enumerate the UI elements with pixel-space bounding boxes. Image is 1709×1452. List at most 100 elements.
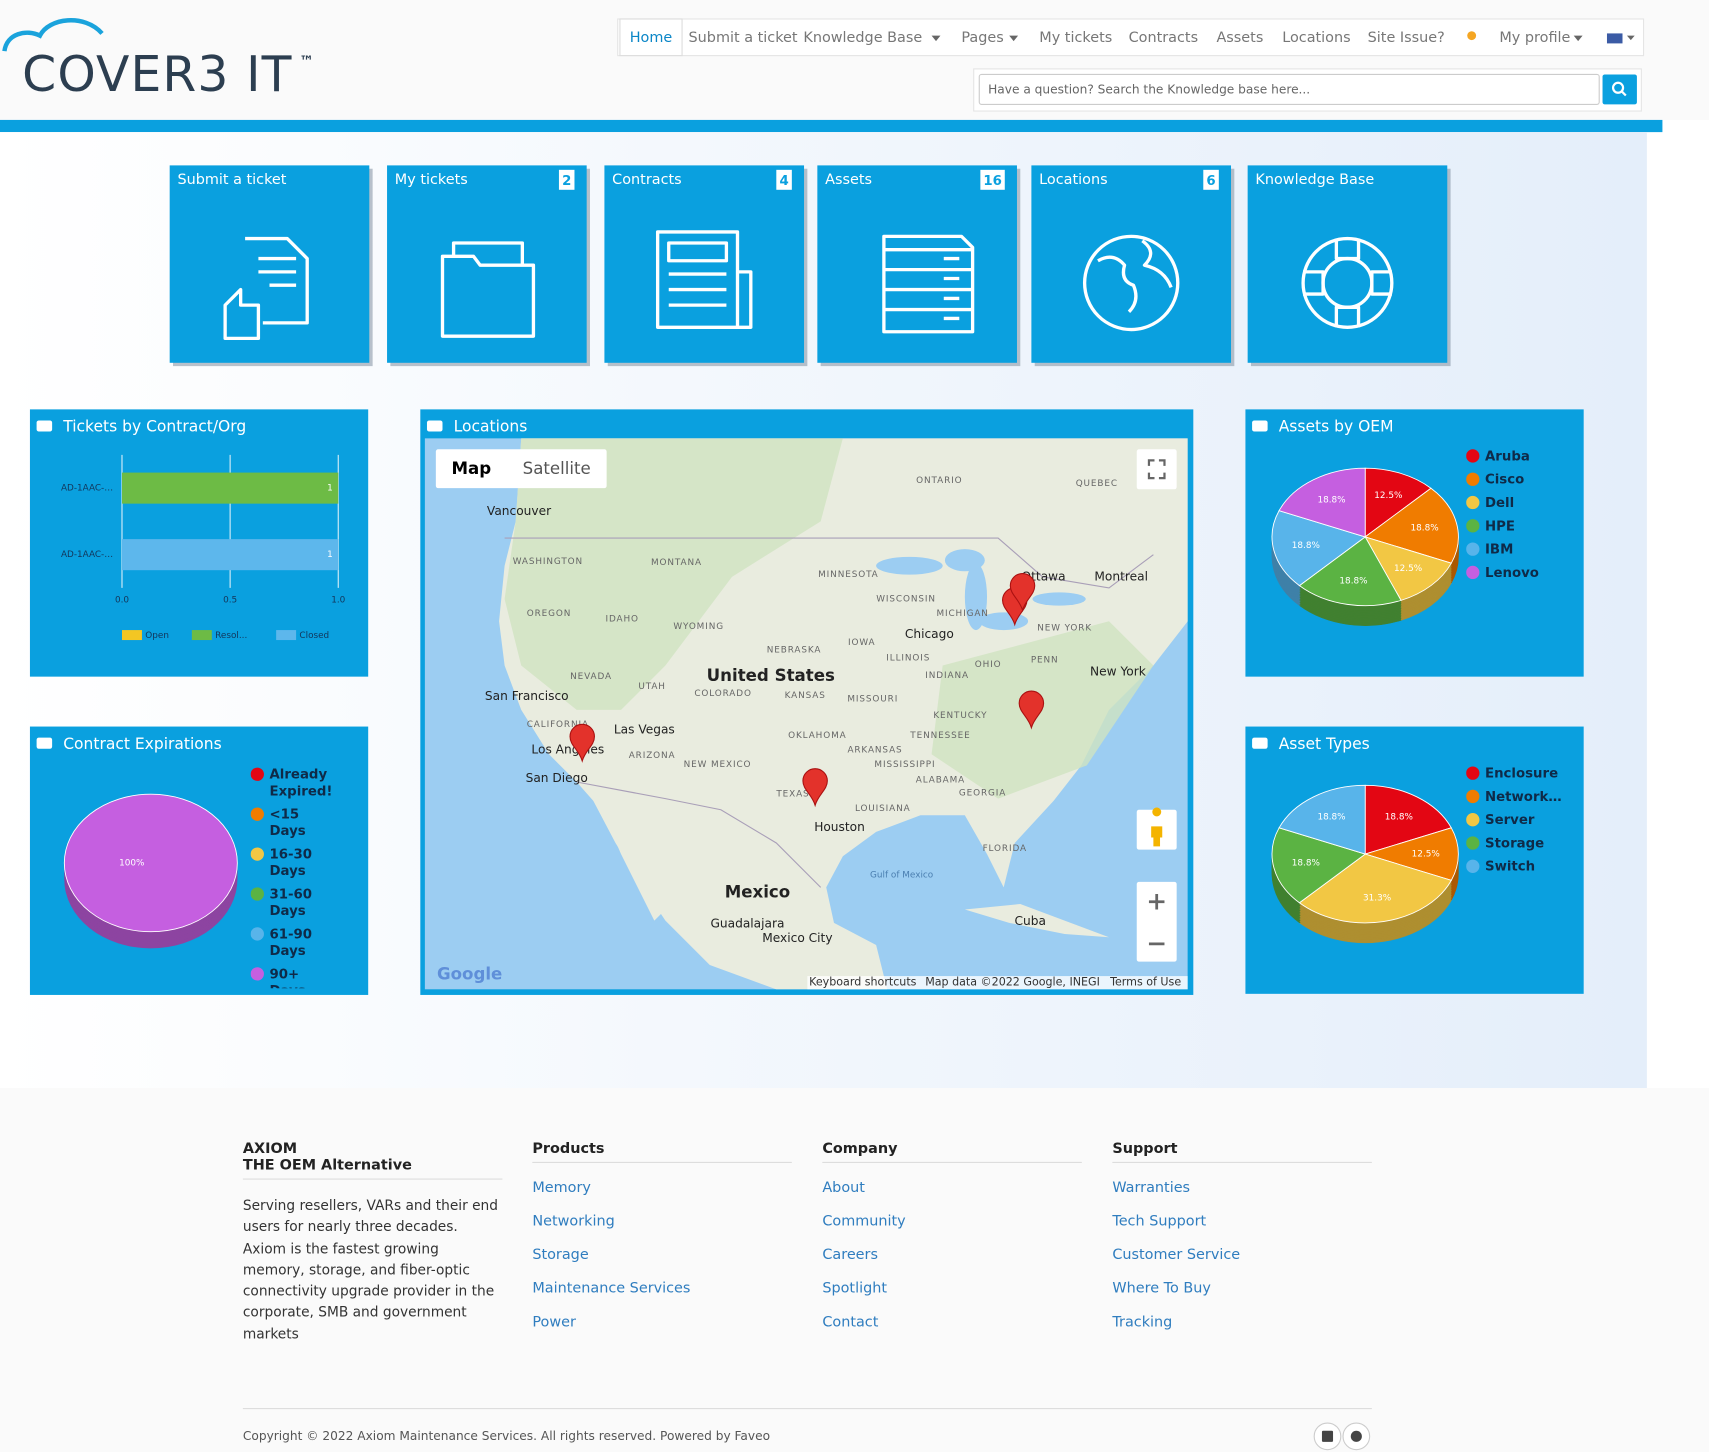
slice [1298, 536, 1402, 607]
fullscreen-button[interactable] [1136, 449, 1177, 490]
tile[interactable]: Contracts 4 [604, 165, 808, 367]
nav-active [619, 18, 683, 57]
map-pin[interactable] [1009, 572, 1036, 613]
tile[interactable]: Submit a ticket [169, 165, 373, 367]
footer-link[interactable]: Contact [822, 1314, 878, 1330]
footer-link[interactable]: Networking [532, 1214, 614, 1230]
legend-dot [1466, 449, 1480, 463]
map-label: OHIO [975, 660, 1002, 670]
data-label: 18.8% [1385, 812, 1413, 822]
bar [121, 539, 339, 571]
map-label: TENNESSEE [909, 731, 970, 741]
map-label: KANSAS [785, 691, 826, 701]
search-button[interactable] [1602, 74, 1637, 105]
footer-link[interactable]: Memory [532, 1180, 591, 1196]
map-pin[interactable] [569, 723, 595, 763]
footer-link[interactable]: Spotlight [822, 1281, 887, 1297]
footer-link[interactable]: Community [822, 1214, 906, 1230]
map-label: QUEBEC [1076, 479, 1118, 489]
map-label: ILLINOIS [886, 653, 930, 663]
tile-icon [1097, 239, 1173, 313]
map-label: IDAHO [605, 614, 638, 624]
legend-item: Network… [1466, 789, 1577, 806]
tile-icon [1301, 236, 1394, 329]
map-label: Las Vegas [614, 722, 675, 736]
map-pin[interactable] [802, 768, 828, 808]
bulb-icon[interactable] [1467, 31, 1477, 41]
attribution: Map data ©2022 Google, INEGI [925, 976, 1100, 989]
footer-brand-title: AXIOM [243, 1141, 297, 1157]
footer-link[interactable]: Maintenance Services [532, 1281, 690, 1297]
legend-dot [250, 887, 264, 901]
zoom-in[interactable] [1148, 894, 1165, 910]
tile-badge [980, 169, 1005, 190]
lake [964, 563, 988, 631]
nav-link[interactable]: Locations [1282, 30, 1350, 46]
tile-label: Submit a ticket [177, 172, 286, 188]
nav-link[interactable]: Knowledge Base [803, 30, 922, 46]
map-label: MONTANA [651, 558, 702, 568]
footer-link[interactable]: Careers [822, 1247, 878, 1263]
footer-link[interactable]: Tech Support [1111, 1214, 1206, 1230]
tile[interactable]: Knowledge Base [1247, 165, 1451, 367]
data-label: 31.3% [1363, 893, 1391, 903]
tile[interactable]: Locations 6 [1031, 165, 1235, 367]
panel-title: Contract Expirations [63, 735, 222, 753]
nav-link[interactable]: Site Issue? [1368, 30, 1445, 46]
map-label: ARIZONA [629, 751, 676, 761]
pegman [1151, 807, 1163, 847]
legend-label: Storage [1484, 835, 1545, 851]
nav-link[interactable]: My tickets [1039, 30, 1112, 46]
nav-link[interactable]: Assets [1216, 30, 1263, 46]
footer-link[interactable]: Storage [532, 1247, 589, 1263]
legend-dot [250, 967, 264, 981]
tile-badge [1203, 169, 1219, 190]
tile[interactable]: Assets 16 [817, 165, 1021, 367]
map-button[interactable]: Satellite [523, 459, 591, 478]
map-label: PENN [1031, 656, 1059, 666]
map-label: KENTUCKY [933, 711, 987, 721]
data-label: 12.5% [1394, 564, 1422, 574]
footer-link[interactable]: Power [532, 1314, 576, 1330]
legend-label: <15 Days [269, 806, 306, 839]
slice [1364, 784, 1452, 855]
footer-link[interactable]: Warranties [1112, 1180, 1190, 1196]
nav-link[interactable]: My profile [1499, 30, 1570, 46]
map-label: ONTARIO [916, 476, 962, 486]
map-type-control [435, 449, 607, 489]
legend-item: Switch [1466, 859, 1577, 876]
lake [1032, 592, 1086, 606]
legend-dot [250, 807, 264, 821]
footer-link[interactable]: Where To Buy [1112, 1281, 1211, 1297]
map-button[interactable]: Map [451, 459, 491, 478]
search-input[interactable] [978, 73, 1600, 105]
footer-link[interactable]: Tracking [1111, 1314, 1172, 1330]
footer-link[interactable]: About [822, 1180, 865, 1196]
attribution[interactable]: Keyboard shortcuts [809, 976, 917, 989]
footer-bg [0, 1088, 1709, 1452]
legend-item: IBM [1466, 541, 1577, 558]
map-label: New York [1090, 665, 1147, 679]
tile-count: 2 [562, 174, 571, 189]
legend-dot [1466, 542, 1480, 556]
header-stripe [0, 119, 1663, 133]
nav-link[interactable]: Pages [961, 30, 1003, 46]
nav-link[interactable]: Home [630, 30, 673, 46]
footer-link[interactable]: Customer Service [1112, 1247, 1240, 1263]
slice [1364, 536, 1452, 601]
nav-link[interactable]: Contracts [1129, 30, 1198, 46]
legend-item: <15 Days [250, 806, 333, 839]
footer-text: Serving resellers, VARs and their end us… [242, 1196, 499, 1339]
map-label: Mexico [725, 882, 791, 901]
legend: Enclosure Network… Server Storage Switch [1466, 765, 1577, 876]
tile-icon [440, 254, 536, 338]
flag-icon[interactable] [1606, 33, 1623, 44]
map-label: Houston [814, 820, 865, 834]
attribution[interactable]: Terms of Use [1109, 976, 1181, 989]
tile[interactable]: My tickets 2 [387, 165, 590, 367]
map[interactable]: Vancouver WASHINGTON MONTANA ONTARIO QUEBEC M… [424, 438, 1188, 990]
map-label: INDIANA [925, 671, 969, 681]
nav-link[interactable]: Submit a ticket [689, 30, 798, 46]
map-pin[interactable] [1018, 690, 1045, 730]
